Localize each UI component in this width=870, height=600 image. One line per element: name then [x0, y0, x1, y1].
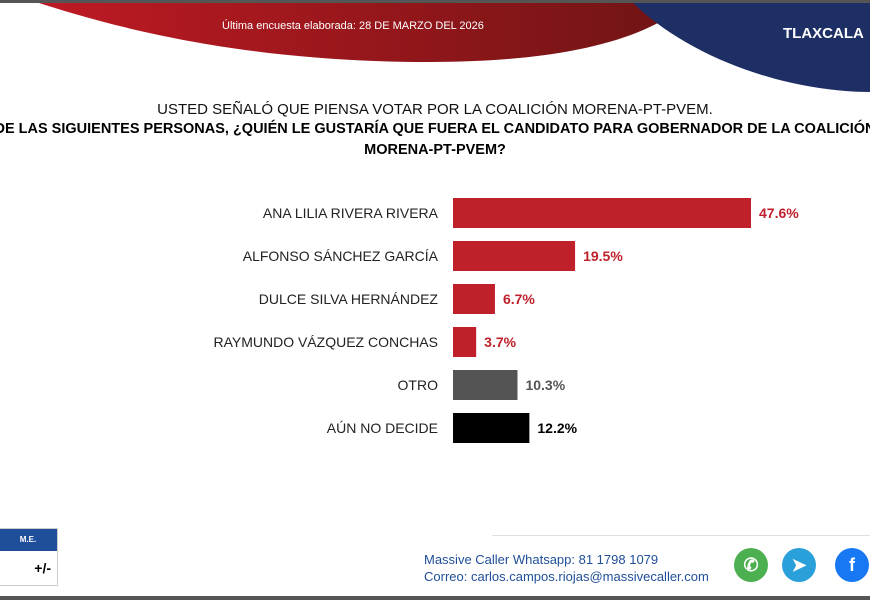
header-banner — [0, 0, 870, 92]
red-swoosh — [0, 0, 690, 62]
bar — [453, 413, 530, 443]
value-label: 19.5% — [583, 248, 623, 264]
bar — [453, 327, 477, 357]
email-contact: Correo: carlos.campos.riojas@massivecall… — [424, 569, 709, 584]
whatsapp-icon[interactable]: ✆ — [734, 548, 768, 582]
question-text: DE LAS SIGUIENTES PERSONAS, ¿QUIÉN LE GU… — [0, 121, 870, 137]
value-label: 3.7% — [484, 334, 516, 350]
category-label: RAYMUNDO VÁZQUEZ CONCHAS — [213, 334, 438, 350]
survey-date: Última encuesta elaborada: 28 DE MARZO D… — [222, 20, 484, 32]
question-text-cont: MORENA-PT-PVEM? — [364, 142, 506, 158]
telegram-icon[interactable]: ➤ — [782, 548, 816, 582]
whatsapp-contact: Massive Caller Whatsapp: 81 1798 1079 — [424, 552, 659, 567]
state-name: TLAXCALA — [783, 25, 864, 42]
contact-info: Massive Caller Whatsapp: 81 1798 1079 Co… — [424, 551, 709, 585]
facebook-icon[interactable]: f — [835, 548, 869, 582]
margin-of-error-box: M.E. +/- 3.4% — [0, 528, 58, 600]
bottom-border — [0, 596, 870, 600]
category-label: ANA LILIA RIVERA RIVERA — [263, 205, 439, 221]
category-label: DULCE SILVA HERNÁNDEZ — [259, 291, 439, 307]
bar — [453, 198, 751, 228]
blue-swoosh — [630, 0, 870, 92]
value-label: 10.3% — [525, 377, 565, 393]
question-intro: USTED SEÑALÓ QUE PIENSA VOTAR POR LA COA… — [157, 101, 713, 118]
value-label: 6.7% — [503, 291, 535, 307]
category-label: OTRO — [398, 377, 439, 393]
category-label: ALFONSO SÁNCHEZ GARCÍA — [243, 248, 439, 264]
value-label: 12.2% — [537, 420, 577, 436]
bar — [453, 241, 576, 271]
value-label: 47.6% — [759, 205, 799, 221]
divider — [492, 535, 870, 536]
me-label: M.E. — [0, 529, 57, 551]
bar-chart: ANA LILIA RIVERA RIVERA 47.6% ALFONSO SÁNC… — [213, 198, 799, 443]
category-label: AÚN NO DECIDE — [327, 420, 438, 436]
bar — [453, 284, 495, 314]
bar — [453, 370, 518, 400]
me-value: +/- 3.4% — [19, 560, 51, 600]
